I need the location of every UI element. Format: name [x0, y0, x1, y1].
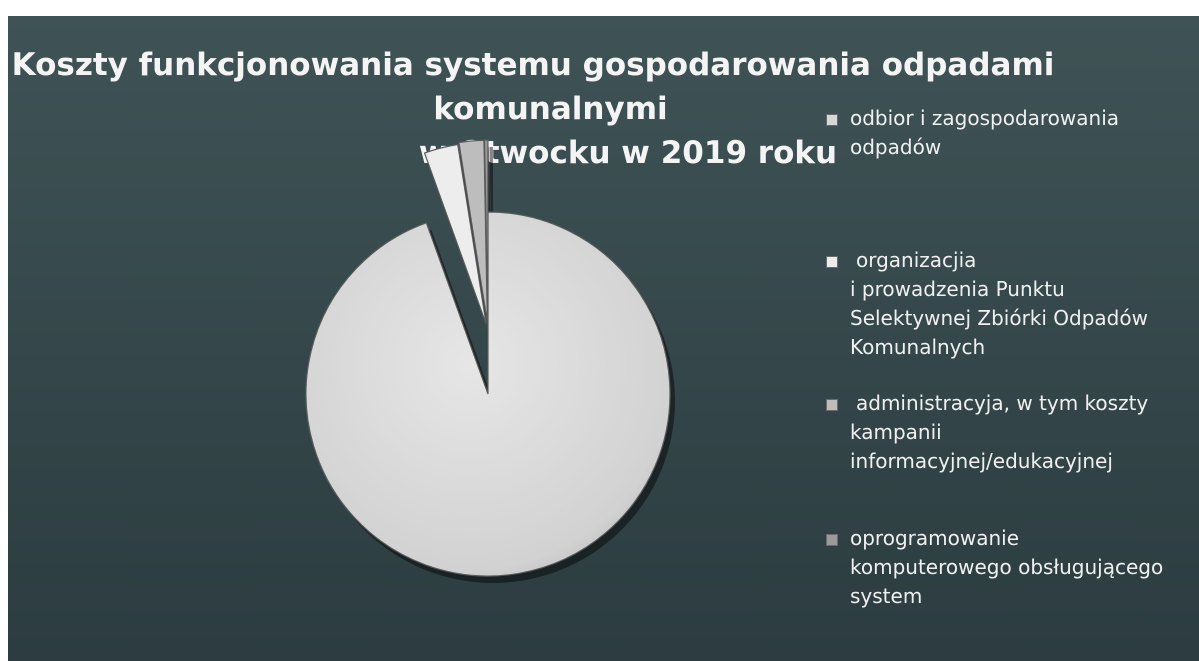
pie-slice-odbior	[305, 211, 671, 577]
legend-label-line: odpadów	[850, 135, 942, 159]
legend-label: odbior i zagospodarowania odpadów	[826, 104, 1196, 162]
legend-label-line: informacyjnej/edukacyjnej	[850, 449, 1113, 473]
legend-item-organizacja: organizacjia i prowadzenia Punktu Selekt…	[826, 246, 1196, 362]
chart-title-line: Koszty funkcjonowania systemu gospodarow…	[11, 47, 1055, 83]
legend-label-line: administracyja, w tym koszty	[856, 391, 1149, 415]
legend-label-line: organizacjia	[856, 248, 977, 272]
chart-title-line: komunalnymi	[433, 91, 668, 127]
legend-swatch-administracja	[826, 399, 838, 411]
legend-swatch-odbior	[826, 114, 838, 126]
legend-label-line: Selektywnej Zbiórki Odpadów	[850, 306, 1148, 330]
pie-slice-oprogramowanie	[483, 139, 489, 323]
legend-label-line: system	[850, 584, 923, 608]
pie-chart	[305, 139, 675, 583]
legend-item-oprogramowanie: oprogramowanie komputerowego obsługujące…	[826, 524, 1196, 611]
legend-item-odbior: odbior i zagospodarowania odpadów	[826, 104, 1196, 162]
pie-slices	[305, 139, 671, 577]
legend-swatch-organizacja	[826, 256, 838, 268]
legend-swatch-oprogramowanie	[826, 534, 838, 546]
legend-label: oprogramowanie komputerowego obsługujące…	[826, 524, 1196, 611]
legend-label-line: Komunalnych	[850, 335, 986, 359]
legend-label: organizacjia i prowadzenia Punktu Selekt…	[826, 246, 1196, 362]
legend-label-line: oprogramowanie	[850, 526, 1019, 550]
pie-slice-organizacja	[423, 143, 487, 325]
legend-label-line: kampanii	[850, 420, 942, 444]
legend-label-line: odbior i zagospodarowania	[850, 106, 1120, 130]
chart-title-line: w Otwocku w 2019 roku	[418, 135, 838, 171]
chart-title: Koszty funkcjonowania systemu gospodarow…	[8, 43, 1058, 175]
legend-label: administracyja, w tym koszty kampanii in…	[826, 389, 1196, 476]
slide-background: Koszty funkcjonowania systemu gospodarow…	[8, 16, 1199, 661]
legend-label-line: i prowadzenia Punktu	[850, 277, 1065, 301]
legend-item-administracja: administracyja, w tym koszty kampanii in…	[826, 389, 1196, 476]
legend-label-line: komputerowego obsługującego	[850, 555, 1164, 579]
